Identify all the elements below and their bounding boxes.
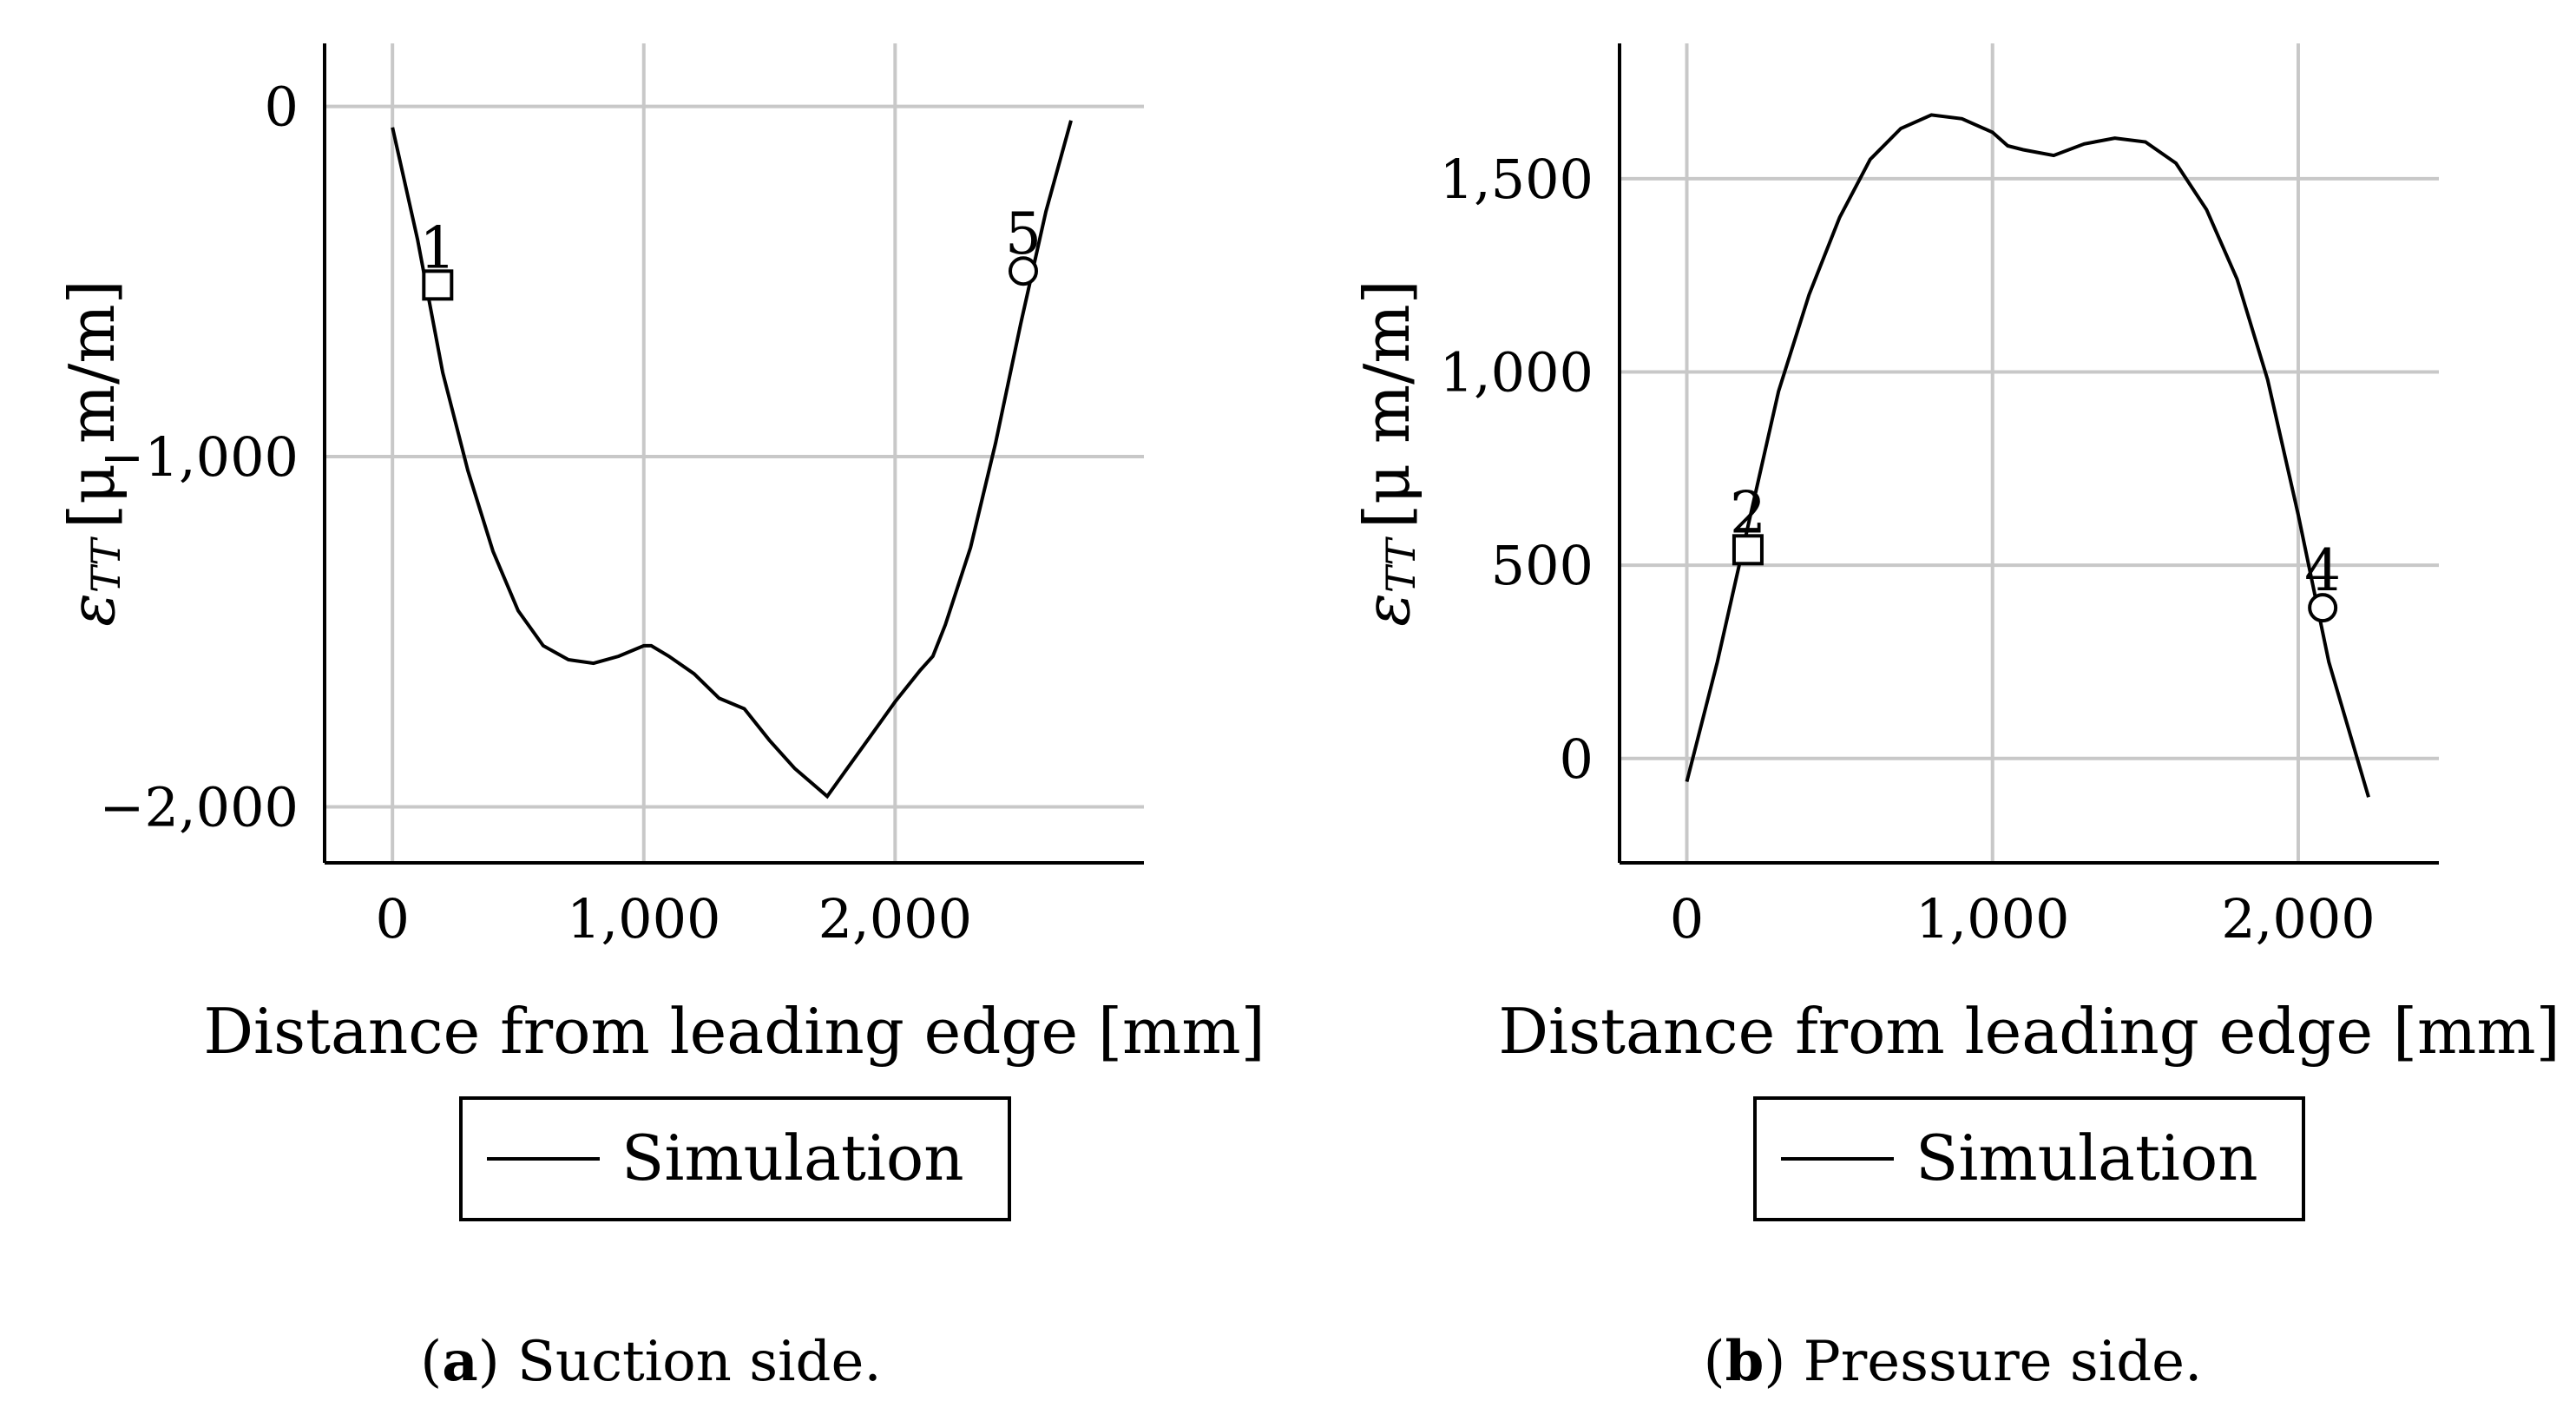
- grid-lines: [325, 43, 1144, 863]
- marker-label-4: 4: [2304, 537, 2341, 604]
- y-axis-label-units: [μ m/m]: [56, 280, 128, 529]
- caption-letter: a: [442, 1329, 477, 1394]
- marker-label-1: 1: [419, 214, 456, 281]
- y-tick-label: 0: [1560, 727, 1594, 791]
- y-tick-label: 500: [1491, 534, 1594, 597]
- x-axis-label: Distance from leading edge [mm]: [203, 995, 1265, 1068]
- x-tick-label: 1,000: [567, 887, 721, 951]
- x-tick-label: 0: [1670, 887, 1704, 951]
- x-tick-label: 2,000: [818, 887, 973, 951]
- x-tick-label: 0: [375, 887, 409, 951]
- caption-text: Pressure side.: [1804, 1330, 2203, 1394]
- data-markers: 24: [1730, 479, 2341, 623]
- x-tick-label: 1,000: [1916, 887, 2070, 951]
- caption-letter: b: [1725, 1329, 1764, 1394]
- axes: [323, 43, 1144, 865]
- marker-circle-5: [1009, 256, 1039, 286]
- grid-lines: [1620, 43, 2439, 863]
- y-axis-label-symbol: ε: [56, 593, 128, 627]
- y-axis-label-subscript: TT: [82, 536, 129, 594]
- x-tick-labels: 0 1,000 2,000: [1670, 887, 2376, 951]
- caption-text: Suction side.: [517, 1330, 882, 1394]
- legend: Simulation: [459, 1096, 1011, 1221]
- y-axis-label: εTT [μ m/m]: [1350, 280, 1424, 627]
- y-axis-label-symbol: ε: [1350, 593, 1423, 627]
- series-line-simulation: [1685, 113, 2370, 798]
- y-tick-labels: 0 −1,000 −2,000: [100, 76, 299, 839]
- axes: [1618, 43, 2439, 865]
- y-tick-labels: 0 500 1,000 1,500: [1440, 148, 1594, 791]
- marker-label-5: 5: [1005, 201, 1042, 267]
- x-axis-label: Distance from leading edge [mm]: [1498, 995, 2560, 1068]
- caption: (b) Pressure side.: [1704, 1329, 2203, 1394]
- y-tick-label: 0: [265, 76, 299, 139]
- y-tick-label: 1,000: [1440, 340, 1594, 404]
- x-tick-labels: 0 1,000 2,000: [375, 887, 972, 951]
- legend: Simulation: [1753, 1096, 2305, 1221]
- marker-square-1: [422, 269, 454, 301]
- legend-entry-simulation: Simulation: [1916, 1122, 2258, 1194]
- legend-entry-simulation: Simulation: [621, 1122, 964, 1194]
- series-lines: [391, 120, 1073, 799]
- caption: (a) Suction side.: [420, 1329, 881, 1394]
- y-tick-label: −1,000: [100, 425, 299, 489]
- series-line-simulation: [391, 120, 1073, 799]
- y-axis-label-units: [μ m/m]: [1350, 280, 1423, 529]
- x-tick-label: 2,000: [2221, 887, 2376, 951]
- y-tick-label: −2,000: [100, 775, 299, 839]
- series-lines: [1685, 113, 2370, 798]
- y-tick-label: 1,500: [1440, 148, 1594, 211]
- marker-label-2: 2: [1730, 479, 1766, 546]
- marker-square-2: [1732, 534, 1764, 566]
- y-axis-label-subscript: TT: [1377, 536, 1424, 594]
- y-axis-label: εTT [μ m/m]: [56, 280, 129, 627]
- marker-circle-4: [2308, 593, 2338, 623]
